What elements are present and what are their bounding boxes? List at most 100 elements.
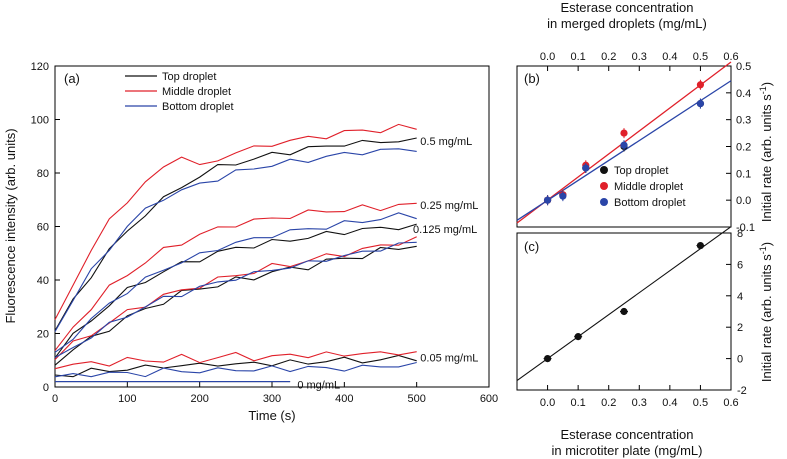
- panel-c-xtick-label: 0.4: [662, 397, 677, 409]
- panel-b-ytick-label: 0.3: [736, 115, 751, 127]
- panel-a-series: [54, 123, 417, 383]
- panel-a-ytick-label: 40: [37, 275, 49, 287]
- panel-b-ytick-label: 0.1: [736, 168, 751, 180]
- panel-b-xtick-label: 0.2: [601, 51, 616, 63]
- panel-c-fit-line: [516, 226, 732, 382]
- legend-b-bottom-label: Bottom droplet: [614, 197, 686, 209]
- panel-c-xtick-label: 0.2: [601, 397, 616, 409]
- panel-b-xtick-label: 0.0: [540, 51, 555, 63]
- series-line-top: [54, 137, 417, 332]
- panel-a-annotation: 0.5 mg/mL: [420, 136, 472, 148]
- panel-b-points: [543, 79, 705, 206]
- panel-c-xlabel-line2: in microtiter plate (mg/mL): [552, 443, 703, 458]
- panel-c-point: [574, 333, 582, 341]
- panel-b-xtick-label: 0.5: [693, 51, 708, 63]
- panel-b-point-middle: [696, 81, 705, 89]
- panel-a-annotation: 0.25 mg/mL: [420, 200, 478, 212]
- series-line-top: [54, 354, 417, 378]
- panel-a-xtick-label: 400: [335, 393, 353, 405]
- legend-bottom-label: Bottom droplet: [162, 101, 234, 113]
- panel-b-ytick-label: 0.0: [736, 195, 751, 207]
- series-line-middle: [54, 123, 417, 320]
- series-line-bottom: [54, 148, 417, 332]
- panel-a-xtick-label: 100: [118, 393, 136, 405]
- panel-b-xtick-label: 0.6: [723, 51, 738, 63]
- panel-c-label: (c): [524, 239, 539, 254]
- series-line-bottom: [54, 361, 417, 378]
- panel-b-xtick-label: 0.4: [662, 51, 677, 63]
- panel-c-ytick-label: 0: [737, 354, 743, 366]
- panel-a-ytick-label: 60: [37, 222, 49, 234]
- series-line-bottom: [54, 212, 417, 353]
- panel-a: (a) 0 100 200 300 400 500 600 0 20 40 60 80 100 120 0…: [3, 61, 498, 423]
- panel-c-point: [620, 307, 628, 316]
- panel-c-xtick-label: 0.1: [570, 397, 585, 409]
- legend-b-top-marker: [600, 166, 608, 174]
- panel-c-ytick-label: 2: [737, 322, 743, 334]
- panel-a-ylabel: Fluorescence intensity (arb. units): [3, 128, 18, 323]
- panel-b-ytick-label: 0.4: [736, 88, 751, 100]
- legend-b-middle-label: Middle droplet: [614, 181, 683, 193]
- legend-b-top-label: Top droplet: [614, 165, 668, 177]
- panel-b-ytick-label: -0.1: [736, 222, 755, 234]
- series-line-top: [54, 223, 417, 359]
- panel-b-point-bottom: [559, 192, 567, 200]
- panel-b-top-xlabel-line1: Esterase concentration: [561, 0, 694, 15]
- panel-a-xtick-label: 300: [263, 393, 281, 405]
- panel-a-ticks: 0 100 200 300 400 500 600 0 20 40 60 80 100 120: [31, 61, 499, 405]
- legend-top-label: Top droplet: [162, 71, 216, 83]
- panel-a-annotation: 0.125 mg/mL: [413, 224, 477, 236]
- panel-b-top-xlabel-line2: in merged droplets (mg/mL): [547, 16, 707, 31]
- panel-c-point: [696, 241, 705, 250]
- panel-c-ylabel-text: Initial rate (arb. units s: [759, 254, 774, 382]
- panel-b-xtick-label: 0.3: [632, 51, 647, 63]
- panel-c-xlabel-line1: Esterase concentration: [561, 427, 694, 442]
- panel-a-xlabel: Time (s): [248, 408, 295, 423]
- panel-c-ytick-label: 4: [737, 291, 743, 303]
- panel-a-ytick-label: 120: [31, 61, 49, 73]
- panel-c-ytick-label: 8: [737, 228, 743, 240]
- panel-a-xtick-label: 0: [52, 393, 58, 405]
- series-line-middle: [54, 202, 417, 351]
- legend-b-middle-marker: [600, 182, 608, 190]
- series-line-bottom: [54, 241, 417, 358]
- panel-b-ytick-label: 0.2: [736, 142, 751, 154]
- panel-b-point-bottom: [543, 196, 552, 204]
- panel-c-frame: [516, 232, 732, 391]
- panel-c-points: [543, 241, 705, 363]
- panel-a-ytick-label: 100: [31, 115, 49, 127]
- panel-b-xtick-label: 0.1: [570, 51, 585, 63]
- panel-a-annotation: 0 mg/mL: [297, 379, 340, 391]
- panel-a-ytick-label: 20: [37, 329, 49, 341]
- panel-c-ylabel-sup: -1: [758, 246, 768, 254]
- panel-c: (c) 0.0 0.1 0.2 0.3 0.4 0.5 0.6-2 0 2 4 6 8 Esteras…: [516, 226, 774, 458]
- panel-c-ytick-label: -2: [737, 385, 747, 397]
- panel-c-point: [543, 355, 552, 363]
- legend-b-bottom-marker: [600, 198, 608, 206]
- panel-b-ylabel-sup: -1: [758, 86, 768, 94]
- panel-b-ylabel-text: Initial rate (arb. units s: [759, 94, 774, 222]
- series-line-top: [54, 245, 417, 366]
- panel-c-ylabel-end: ): [759, 242, 774, 246]
- panel-c-xtick-label: 0.3: [632, 397, 647, 409]
- panel-c-ylabel: Initial rate (arb. units s-1): [758, 242, 774, 382]
- panel-a-xtick-label: 600: [480, 393, 498, 405]
- panel-b-point-bottom: [620, 141, 628, 149]
- series-line-middle: [54, 236, 417, 360]
- panel-a-ytick-label: 0: [43, 382, 49, 394]
- panel-b-point-bottom: [582, 164, 590, 172]
- panel-a-label: (a): [64, 71, 80, 86]
- panel-c-ticks: 0.0 0.1 0.2 0.3 0.4 0.5 0.6-2 0 2 4 6 8: [540, 228, 747, 409]
- panel-c-xtick-label: 0.0: [540, 397, 555, 409]
- panel-c-fit-lines: [516, 226, 732, 382]
- panel-b-label: (b): [524, 71, 540, 86]
- panel-a-xtick-label: 200: [190, 393, 208, 405]
- panel-c-xtick-label: 0.5: [693, 397, 708, 409]
- panel-b-ticks: 0.0 0.1 0.2 0.3 0.4 0.5 0.6 -0.1 0.0 0.1 0.2 0.3 0.4…: [540, 51, 755, 234]
- panel-b-point-middle: [620, 129, 628, 137]
- panel-b: (b) Esterase concentration in merged dro…: [516, 0, 774, 234]
- panel-a-annotation: 0.05 mg/mL: [420, 353, 478, 365]
- panel-c-xtick-label: 0.6: [723, 397, 738, 409]
- panel-b-ylabel-end: ): [759, 82, 774, 86]
- panel-c-ytick-label: 6: [737, 259, 743, 271]
